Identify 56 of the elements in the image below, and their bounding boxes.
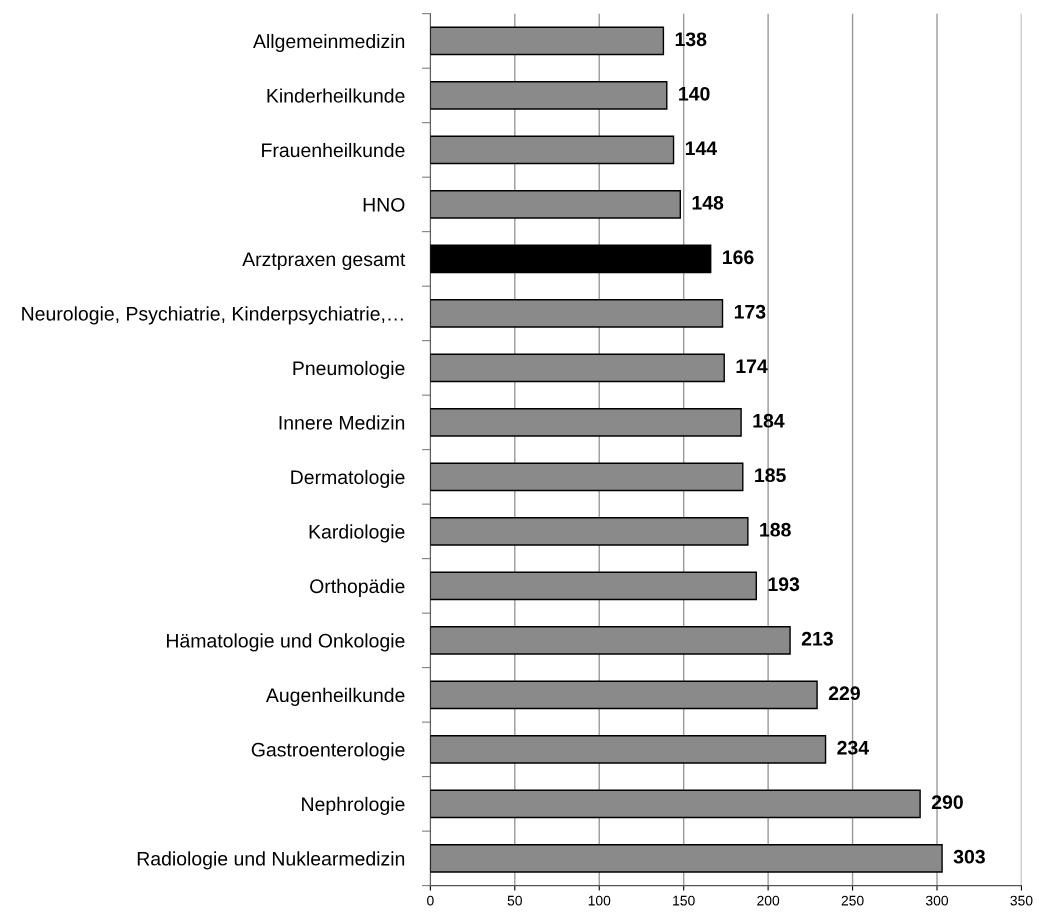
bar [430,571,757,601]
bar [430,517,749,546]
data-label: 140 [679,86,710,101]
bar [430,408,742,437]
bar [430,462,744,492]
bar [430,81,668,110]
x-tick-label: 50 [507,895,522,906]
data-label: 144 [685,141,717,155]
bar [430,735,827,764]
y-tick-label: Hämatologie und Onkologie [167,633,405,652]
x-tick-label: 300 [925,895,949,906]
bar [430,26,665,56]
bar [430,299,724,328]
y-tick-label: Frauenheilkunde [262,142,405,158]
y-tick-label: Augenheilkunde [265,687,405,706]
bar [430,135,675,165]
y-tick-label: Innere Medizin [279,415,405,430]
data-label: 138 [675,32,707,47]
bar [430,190,681,219]
data-label: 193 [768,577,800,592]
x-tick-label: 150 [673,895,695,906]
y-tick-label: Nephrologie [302,796,405,815]
bar [430,789,921,819]
data-label: 188 [760,522,791,537]
y-tick-label: Arztpraxen gesamt [242,252,406,270]
data-label: 234 [837,740,869,755]
y-tick-label: Allgemeinmedizin [253,33,405,53]
bar [430,680,818,710]
data-label: 174 [736,359,768,373]
y-tick-label: Neurologie, Psychiatrie, Kinderpsychiatrie,… [22,306,403,325]
y-tick-label: Kinderheilkunde [267,88,405,103]
x-tick-label: 0 [427,895,434,906]
data-label: 184 [753,413,785,428]
data-label: 185 [755,468,786,483]
bar [430,626,791,655]
x-tick-label: 350 [1010,895,1033,906]
y-tick-label: Dermatologie [291,469,405,488]
y-tick-label: Orthopädie [310,578,405,597]
x-tick-label: 100 [588,895,611,906]
y-tick-label: Pneumologie [293,360,405,379]
bar [430,244,712,274]
x-tick-label: 200 [757,895,780,906]
data-label: 229 [828,686,860,701]
y-tick-label: Kardiologie [309,524,405,543]
data-label: 173 [734,304,766,319]
data-label: 166 [723,250,754,265]
data-label: 303 [953,849,985,864]
data-label: 148 [692,195,724,210]
y-tick-label: Radiologie und Nuklearmedizin [137,851,405,870]
y-tick-label: HNO [363,197,405,212]
data-label: 213 [801,631,833,646]
y-tick-label: Gastroenterologie [251,742,405,761]
bar [430,353,725,383]
data-label: 290 [931,795,963,810]
bar [430,844,943,873]
x-tick-label: 250 [841,895,864,906]
